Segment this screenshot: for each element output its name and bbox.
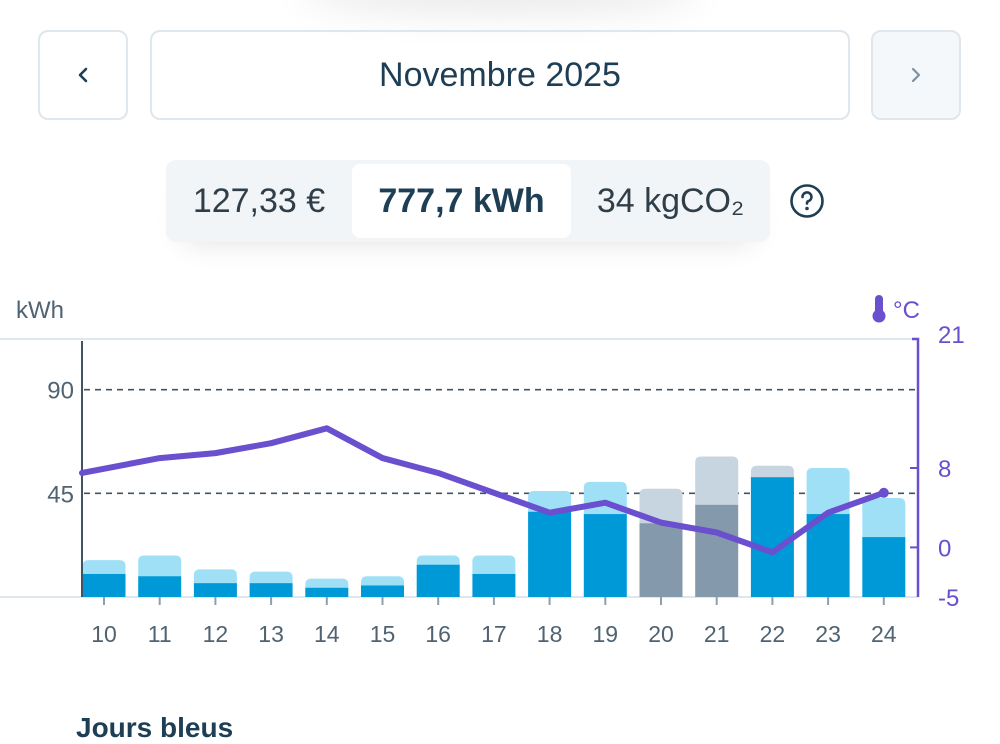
bar-bottom-15[interactable] <box>361 585 404 597</box>
bar-top-16[interactable] <box>416 555 460 566</box>
x-tick-label: 15 <box>370 621 396 647</box>
temperature-line <box>79 425 887 556</box>
bar-bottom-17[interactable] <box>472 573 516 597</box>
x-tick-label: 13 <box>258 621 284 647</box>
bar-top-11[interactable] <box>138 555 182 578</box>
y-right-unit: °C <box>893 297 920 324</box>
bar-bottom-22[interactable] <box>750 477 794 597</box>
x-tick-label: 21 <box>704 621 730 647</box>
y-right-axis-line <box>912 337 920 597</box>
bar-bottom-16[interactable] <box>416 564 460 597</box>
bar-bottom-14[interactable] <box>305 587 349 597</box>
x-tick-label: 16 <box>425 621 451 647</box>
price-tab[interactable]: 127,33 € <box>192 181 326 220</box>
x-tick-label: 14 <box>314 621 340 647</box>
temperature-end-point <box>878 487 889 498</box>
chevron-right-icon <box>911 67 921 83</box>
energy-chart: kWh °C 45 90 21 8 0 -5 10 11 12 13 14 15 16 17 18 19 2… <box>0 295 965 647</box>
previous-month-button[interactable] <box>38 30 128 120</box>
x-tick-label: 19 <box>593 621 619 647</box>
y-left-unit: kWh <box>16 297 64 324</box>
bar-top-10[interactable] <box>82 560 126 575</box>
question-circle-icon[interactable] <box>789 183 825 219</box>
bar-bottom-12[interactable] <box>193 583 237 597</box>
x-tick-label: 10 <box>91 621 117 647</box>
bar-bottom-21[interactable] <box>695 504 739 597</box>
y-left-tick-label: 45 <box>47 481 74 508</box>
bar-bottom-19[interactable] <box>583 514 627 597</box>
x-tick-label: 17 <box>481 621 507 647</box>
chevron-left-icon <box>78 67 88 83</box>
co2-tab[interactable]: 34 kgCO₂ <box>596 181 745 220</box>
bar-top-13[interactable] <box>249 571 293 585</box>
bar-top-14[interactable] <box>305 578 349 589</box>
month-label[interactable]: Novembre 2025 <box>150 30 850 120</box>
y-right-tick-label: 8 <box>938 456 951 483</box>
x-tick-label: 18 <box>537 621 563 647</box>
bar-bottom-23[interactable] <box>806 514 850 597</box>
bar-top-17[interactable] <box>472 555 516 575</box>
x-tick-label: 22 <box>760 621 786 647</box>
x-tick-label: 23 <box>815 621 841 647</box>
bar-bottom-13[interactable] <box>249 583 293 597</box>
bar-bottom-10[interactable] <box>82 573 126 597</box>
y-right-tick-label: 0 <box>938 535 951 562</box>
x-tick-label: 20 <box>648 621 674 647</box>
section-heading: Jours bleus <box>76 712 234 743</box>
bar-top-22[interactable] <box>750 465 794 479</box>
y-right-tick-label: 21 <box>938 322 965 349</box>
summary-toggle: 127,33 € 777,7 kWh 34 kgCO₂ <box>166 160 770 242</box>
bar-top-24[interactable] <box>862 497 906 539</box>
y-left-tick-label: 90 <box>47 378 74 405</box>
bar-bottom-18[interactable] <box>528 511 572 597</box>
bar-top-20[interactable] <box>639 488 683 525</box>
bar-top-15[interactable] <box>361 576 404 587</box>
energy-tab[interactable]: 777,7 kWh <box>352 164 571 238</box>
bar-bottom-20[interactable] <box>639 523 683 597</box>
bar-bottom-24[interactable] <box>862 537 906 597</box>
x-tick-label: 12 <box>203 621 229 647</box>
x-tick-label: 11 <box>148 621 172 647</box>
bar-bottom-11[interactable] <box>138 576 182 597</box>
next-month-button[interactable] <box>871 30 961 120</box>
bar-top-12[interactable] <box>193 569 237 585</box>
bar-top-23[interactable] <box>806 468 850 516</box>
x-tick-label: 24 <box>871 621 897 647</box>
y-right-tick-label: -5 <box>938 585 959 612</box>
bar-top-21[interactable] <box>695 456 739 506</box>
thermometer-icon <box>872 295 886 323</box>
